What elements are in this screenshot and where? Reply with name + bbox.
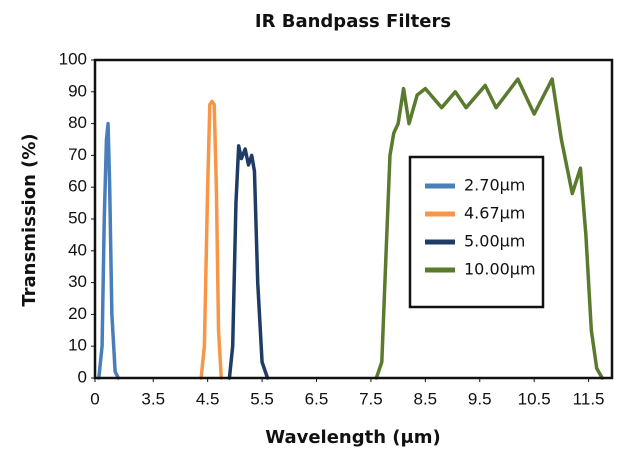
chart-title: IR Bandpass Filters — [255, 11, 451, 32]
x-tick-label: 10.5 — [518, 389, 551, 408]
y-axis-label: Transmission (%) — [19, 133, 40, 306]
y-tick-label: 70 — [68, 145, 87, 164]
x-tick-label: 5.5 — [250, 389, 274, 408]
x-tick-label: 6.5 — [305, 389, 329, 408]
x-tick-label: 9.5 — [468, 389, 492, 408]
y-tick-label: 100 — [59, 49, 87, 68]
y-tick-label: 40 — [68, 240, 87, 259]
y-tick-label: 20 — [68, 304, 87, 323]
legend-label: 10.00μm — [464, 260, 536, 279]
series-line — [227, 144, 270, 380]
legend — [408, 155, 545, 309]
x-tick-label: 3.5 — [141, 389, 165, 408]
legend-label: 2.70μm — [464, 176, 525, 195]
x-tick-label: 11.5 — [573, 389, 605, 408]
x-tick-label: 7.5 — [359, 389, 383, 408]
y-tick-label: 50 — [68, 208, 87, 227]
y-tick-label: 0 — [78, 367, 87, 386]
x-axis-label: Wavelength (μm) — [265, 427, 441, 448]
y-tick-label: 10 — [68, 336, 87, 355]
legend-label: 4.67μm — [464, 204, 525, 223]
y-tick-label: 30 — [68, 272, 87, 291]
plot — [97, 77, 604, 380]
y-tick-label: 60 — [68, 177, 87, 196]
y-tick-label: 80 — [68, 113, 87, 132]
x-tick-label: 4.5 — [196, 389, 220, 408]
x-tick-label: 0 — [90, 389, 99, 408]
y-tick-label: 90 — [68, 81, 87, 100]
legend-label: 5.00μm — [464, 232, 525, 251]
series-line — [374, 77, 604, 380]
series-line — [199, 99, 224, 380]
series-line — [97, 121, 121, 380]
x-tick-label: 8.5 — [414, 389, 438, 408]
